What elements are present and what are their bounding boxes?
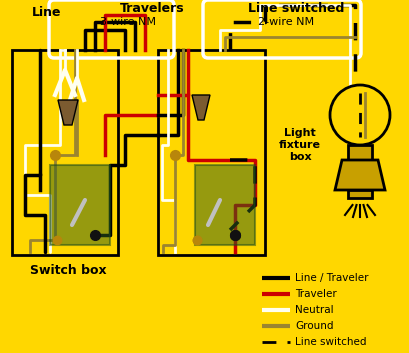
Bar [348,190,372,198]
Bar [12,50,118,255]
Polygon shape [335,160,385,190]
Bar [50,165,110,245]
Bar [348,145,372,160]
Text: Light
fixture
box: Light fixture box [279,128,321,162]
Text: Line / Traveler: Line / Traveler [295,273,369,283]
Text: Line switched: Line switched [295,337,366,347]
Text: Neutral: Neutral [295,305,334,315]
Circle shape [330,85,390,145]
Bar [158,50,265,255]
Polygon shape [192,95,210,120]
Text: Travelers: Travelers [120,1,184,14]
Text: Traveler: Traveler [295,289,337,299]
Text: Switch box: Switch box [30,263,107,276]
Text: 2-wire NM: 2-wire NM [258,17,314,27]
Text: Ground: Ground [295,321,333,331]
Text: Line switched: Line switched [248,1,344,14]
Polygon shape [58,100,78,125]
Bar [195,165,255,245]
Text: 3-wire NM: 3-wire NM [100,17,156,27]
Text: Line: Line [32,6,61,18]
